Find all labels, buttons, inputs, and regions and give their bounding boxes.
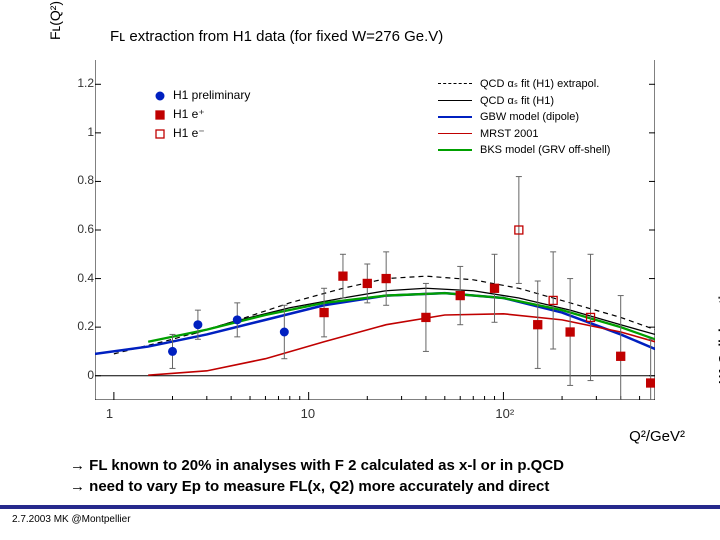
caption: → FL known to 20% in analyses with F 2 c… <box>70 455 564 497</box>
ytick-label: 0.8 <box>54 173 94 187</box>
collab-label: H1 Collaboration <box>716 280 720 384</box>
caption-line1: → FL known to 20% in analyses with F 2 c… <box>70 455 564 476</box>
legend-swatch <box>438 83 472 85</box>
legend-swatch <box>438 116 472 118</box>
legend-label: QCD αₛ fit (H1) extrapol. <box>480 76 599 93</box>
ytick-label: 0 <box>54 368 94 382</box>
legend-swatch <box>438 133 472 135</box>
legend-row: GBW model (dipole) <box>438 109 610 126</box>
legend-row: QCD αₛ fit (H1) extrapol. <box>438 76 610 93</box>
legend-label: QCD αₛ fit (H1) <box>480 93 554 110</box>
legend-label: MRST 2001 <box>480 126 539 143</box>
legend-row: H1 preliminary <box>155 86 250 105</box>
footer-text: 2.7.2003 MK @Montpellier <box>12 514 131 525</box>
xtick-label: 1 <box>106 406 113 421</box>
y-axis-label: Fʟ(Q²) <box>47 1 63 40</box>
ytick-label: 1 <box>54 125 94 139</box>
legend-label: H1 e⁻ <box>173 124 205 143</box>
legend-marker <box>155 110 165 120</box>
legend-row: MRST 2001 <box>438 126 610 143</box>
ytick-label: 1.2 <box>54 76 94 90</box>
ytick-label: 0.2 <box>54 319 94 333</box>
footer-divider <box>0 505 720 509</box>
legend-marker <box>155 91 165 101</box>
x-axis-label: Q²/GeV² <box>629 428 685 445</box>
caption-line2: → need to vary Ep to measure FL(x, Q2) m… <box>70 476 564 497</box>
xtick-label: 10² <box>495 406 514 421</box>
chart-title: Fʟ extraction from H1 data (for fixed W=… <box>110 28 443 45</box>
legend-row: BKS model (GRV off-shell) <box>438 142 610 159</box>
legend-swatch <box>438 149 472 151</box>
legend-swatch <box>438 100 472 102</box>
legend-label: GBW model (dipole) <box>480 109 579 126</box>
ytick-label: 0.6 <box>54 222 94 236</box>
legend-row: QCD αₛ fit (H1) <box>438 93 610 110</box>
legend-label: H1 preliminary <box>173 86 250 105</box>
legend-label: H1 e⁺ <box>173 105 205 124</box>
legend-label: BKS model (GRV off-shell) <box>480 142 610 159</box>
legend-curves: QCD αₛ fit (H1) extrapol.QCD αₛ fit (H1)… <box>438 76 610 159</box>
legend-data: H1 preliminaryH1 e⁺H1 e⁻ <box>155 86 250 144</box>
legend-marker <box>155 129 165 139</box>
ytick-label: 0.4 <box>54 271 94 285</box>
legend-row: H1 e⁻ <box>155 124 250 143</box>
legend-row: H1 e⁺ <box>155 105 250 124</box>
xtick-label: 10 <box>301 406 315 421</box>
